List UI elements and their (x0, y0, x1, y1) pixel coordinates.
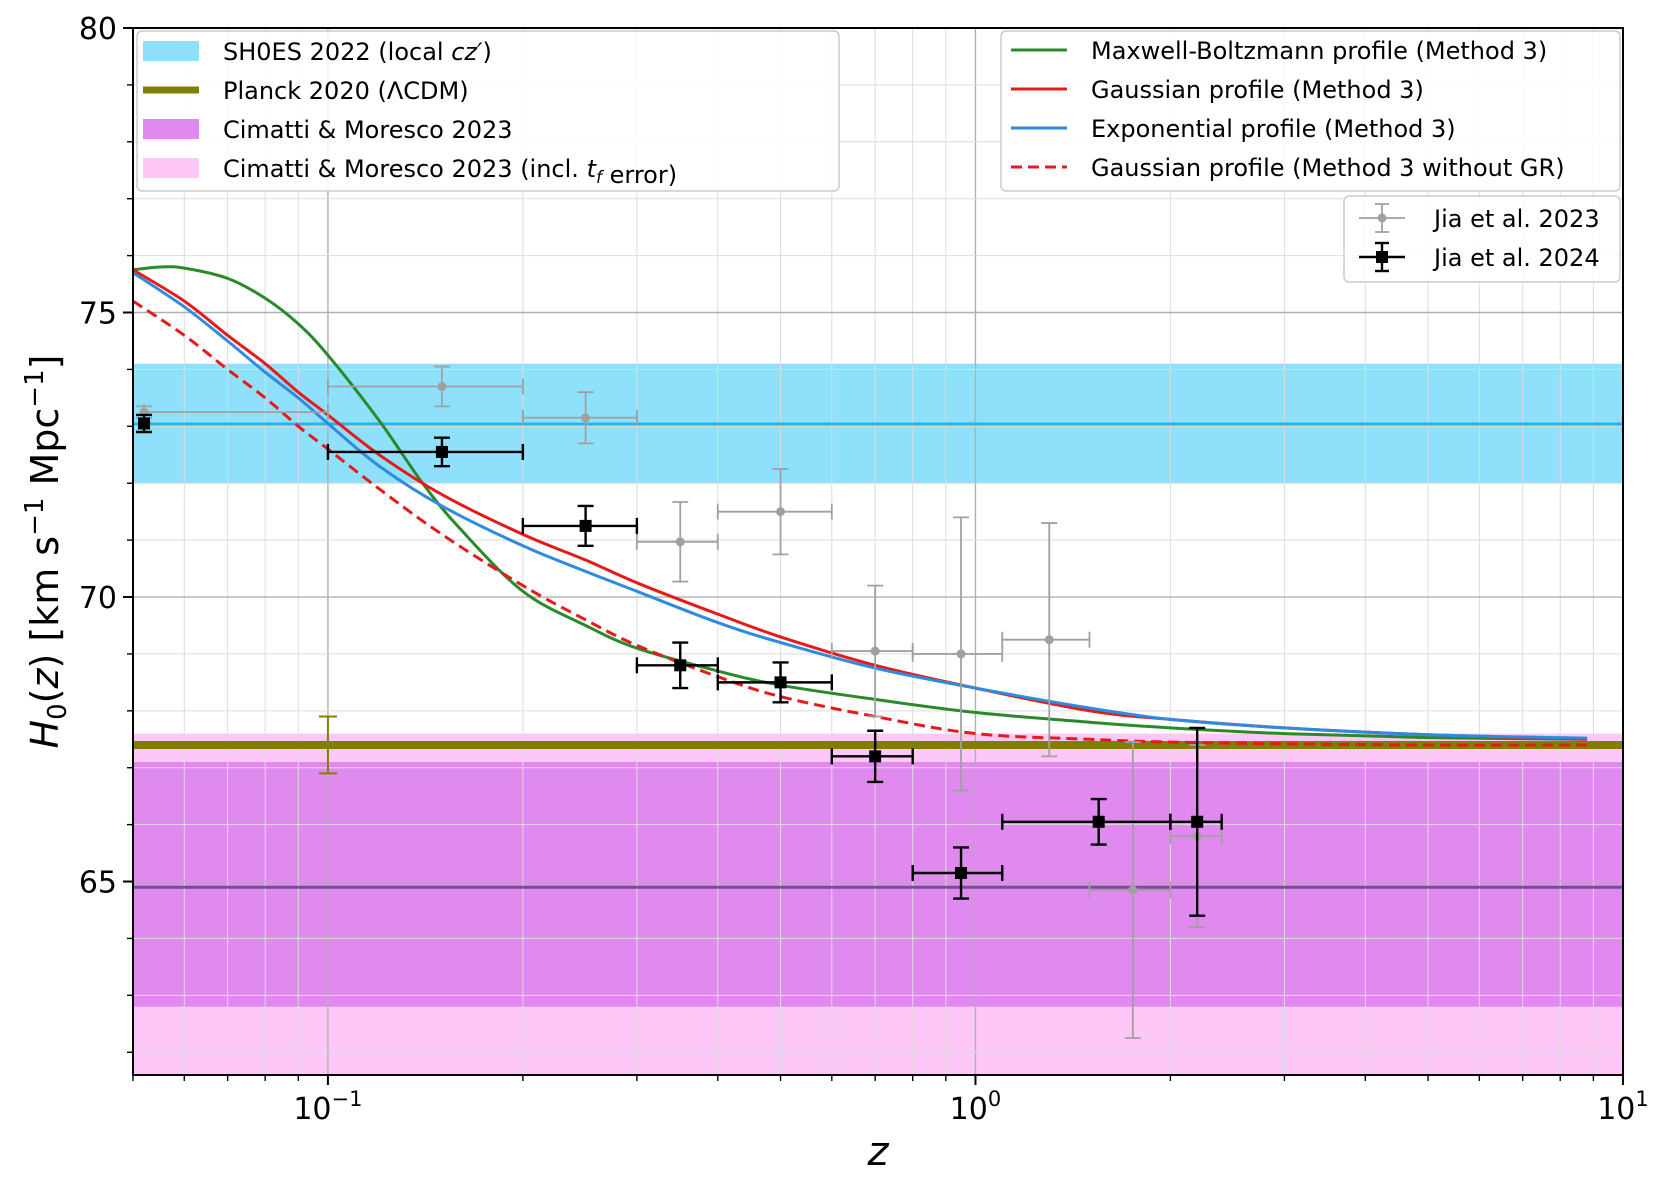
legend-entry: Cimatti & Moresco 2023 (143, 116, 513, 144)
legend-upper-right (1000, 30, 1621, 192)
y-tick-label: 75 (79, 297, 117, 332)
x-tick-label: 101 (1597, 1087, 1649, 1127)
marker (581, 413, 591, 423)
data-point-jia2023 (1088, 741, 1172, 1039)
data-point-jia2024 (911, 846, 1004, 900)
plot-frame (132, 27, 1624, 1076)
curve-maxwell-boltzmann-profile-method-3 (133, 265, 1588, 741)
data-point-jia2024 (716, 661, 834, 704)
legend-patch (143, 41, 199, 61)
band-2 (133, 762, 1623, 1007)
marker (1191, 815, 1204, 828)
y-tick-label: 70 (79, 581, 117, 616)
marker (1128, 885, 1138, 895)
legend-entry: Cimatti & Moresco 2023 (incl. tf error) (143, 155, 677, 189)
marker (869, 750, 882, 763)
x-axis-label: z (867, 1129, 890, 1175)
data-point-jia2024 (1169, 726, 1223, 917)
marker (579, 519, 592, 532)
legend-label: Jia et al. 2023 (1432, 205, 1600, 233)
legend-entry: Planck 2020 (ΛCDM) (143, 77, 469, 105)
legend-entry: Gaussian profile (Method 3 without GR) (1011, 154, 1565, 182)
legend-data (1343, 195, 1621, 283)
marker (435, 445, 448, 458)
data-point-jia2023 (1001, 522, 1091, 758)
legend-patch (143, 158, 199, 178)
legend-label: Exponential profile (Method 3) (1091, 115, 1456, 143)
x-tick-label: 10−1 (293, 1087, 362, 1127)
x-tick-label: 100 (950, 1087, 1002, 1127)
data-point-jia2023 (716, 468, 833, 556)
legend-label: SH0ES 2022 (local cz′) (223, 38, 492, 66)
marker (138, 417, 151, 430)
curve-exponential-profile-method-3 (133, 271, 1588, 740)
legend-label: Cimatti & Moresco 2023 (incl. tf error) (223, 155, 677, 189)
data-point-jia2024 (136, 413, 153, 434)
marker (955, 866, 968, 879)
marker (437, 381, 447, 391)
y-axis-label: H0(z) [km s−1 Mpc−1] (20, 355, 73, 749)
legend-label: Gaussian profile (Method 3 without GR) (1091, 154, 1565, 182)
marker (675, 537, 685, 547)
marker (774, 676, 787, 689)
legend-marker (1377, 213, 1387, 223)
legend-label: Planck 2020 (ΛCDM) (223, 77, 469, 105)
legend-entry: Gaussian profile (Method 3) (1011, 76, 1424, 104)
marker (956, 649, 966, 659)
legend-patch (143, 119, 199, 139)
data-point-jia2023 (327, 365, 524, 408)
y-tick-label: 80 (79, 12, 117, 47)
legend-entry: Jia et al. 2023 (1359, 203, 1600, 233)
legend-label: Cimatti & Moresco 2023 (223, 116, 513, 144)
data-point-jia2023 (635, 501, 719, 583)
data-point-jia2024 (521, 504, 639, 548)
data-point-jia2023 (830, 584, 914, 718)
data-point-jia2024 (326, 436, 525, 468)
data-point-jia2023 (521, 391, 638, 445)
data-point-jia2023 (911, 516, 1004, 792)
data-point-jia2024 (635, 641, 719, 690)
legend-upper-left (136, 30, 840, 192)
legend-entry: Jia et al. 2024 (1359, 241, 1600, 273)
curve-gaussian-profile-method-3-without-gr (133, 299, 1588, 747)
marker (776, 507, 786, 517)
marker (870, 646, 880, 656)
data-point-jia2024 (830, 729, 914, 784)
legend-label: Maxwell-Boltzmann profile (Method 3) (1091, 37, 1547, 65)
y-tick-label: 65 (79, 866, 117, 901)
legend-marker (1376, 251, 1388, 263)
marker (1092, 815, 1105, 828)
legend-label: Gaussian profile (Method 3) (1091, 76, 1424, 104)
curve-gaussian-profile-method-3 (133, 268, 1588, 741)
legend-label: Jia et al. 2024 (1432, 244, 1600, 272)
marker (1044, 635, 1054, 645)
legend-entry: Maxwell-Boltzmann profile (Method 3) (1011, 37, 1547, 65)
legend-entry: Exponential profile (Method 3) (1011, 115, 1456, 143)
legend-entry: SH0ES 2022 (local cz′) (143, 38, 492, 66)
marker (674, 659, 687, 672)
